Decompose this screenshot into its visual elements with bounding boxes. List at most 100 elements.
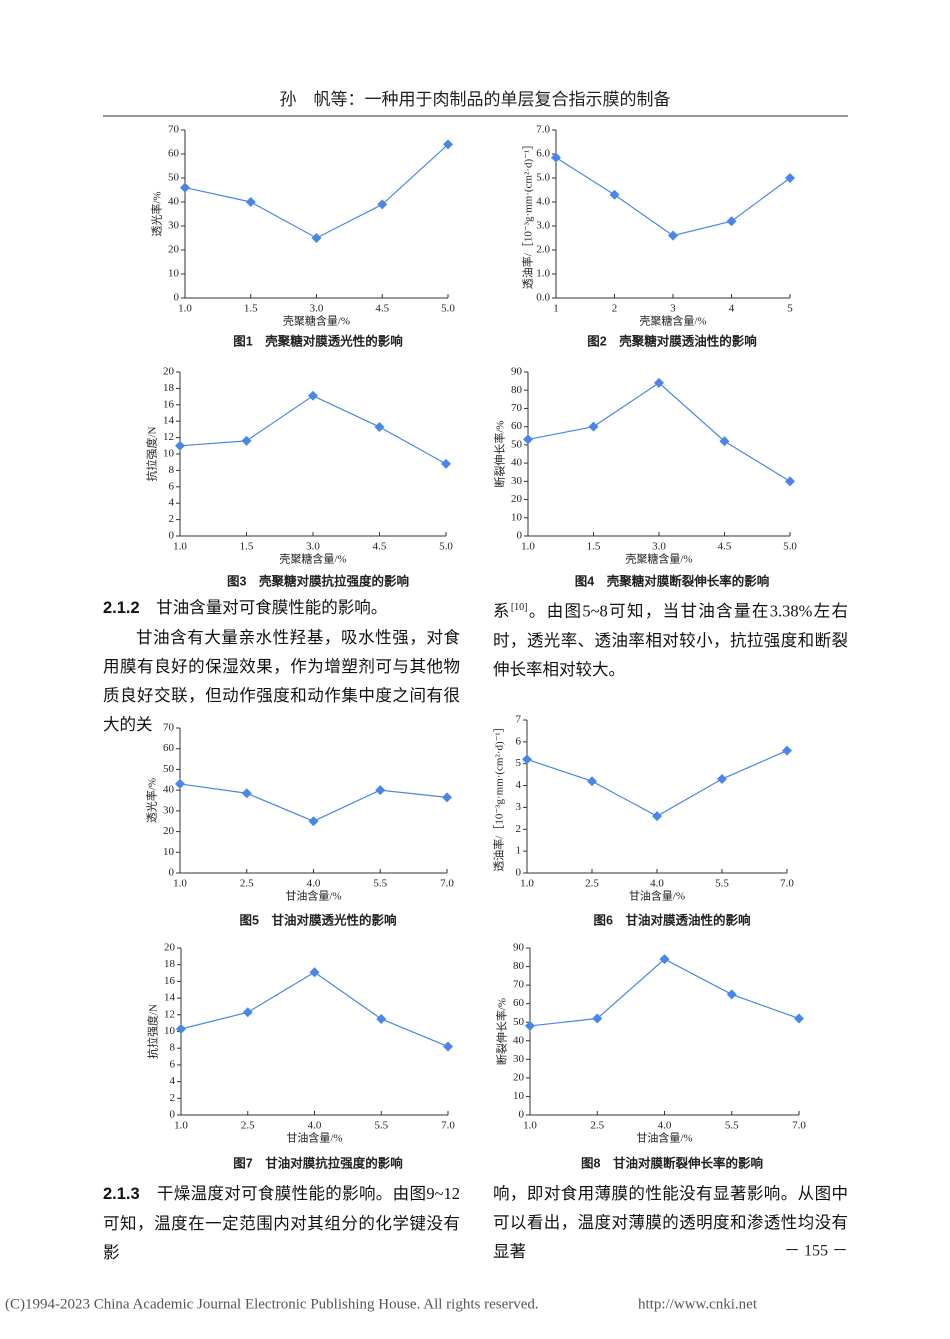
x-tick-label: 1.5 (240, 541, 254, 553)
figure-caption: 图5 甘油对膜透光性的影响 (240, 912, 397, 927)
y-tick-label: 90 (513, 942, 525, 954)
left-column: 2.1.2 甘油含量对可食膜性能的影响。 甘油含有大量亲水性羟基，吸水性强，对食… (103, 593, 460, 739)
citation: [10] (510, 602, 528, 613)
data-point (308, 816, 319, 827)
y-tick-label: 70 (513, 979, 525, 991)
y-tick-label: 20 (168, 244, 180, 256)
y-tick-label: 80 (511, 384, 523, 396)
data-point (245, 197, 256, 207)
y-tick-label: 60 (168, 148, 180, 160)
url: http://www.cnki.net (638, 1296, 758, 1312)
y-tick-label: 8 (169, 464, 175, 476)
section-heading: 2.1.2 甘油含量对可食膜性能的影响。 (103, 593, 460, 623)
y-tick-label: 10 (164, 1025, 176, 1037)
y-tick-label: 0 (169, 530, 175, 542)
y-axis-label: 透光率/% (145, 778, 159, 823)
x-tick-label: 3 (670, 303, 676, 315)
x-tick-label: 2.5 (240, 878, 254, 890)
data-point (242, 1007, 253, 1018)
y-tick-label: 14 (163, 415, 175, 427)
data-point (794, 1013, 804, 1024)
y-tick-label: 18 (163, 382, 175, 394)
x-tick-label: 3.0 (652, 541, 666, 553)
y-tick-label: 6 (170, 1058, 176, 1070)
x-tick-label: 5.0 (439, 541, 453, 553)
y-tick-label: 20 (511, 493, 523, 505)
y-tick-label: 0 (174, 292, 180, 304)
right-column: 响，即对食用薄膜的性能没有显著影响。从图中可以看出，温度对薄膜的透明度和渗透性均… (493, 1179, 848, 1266)
y-tick-label: 1.0 (536, 268, 550, 280)
x-tick-label: 1.0 (521, 541, 535, 553)
y-tick-label: 90 (511, 366, 523, 378)
data-line (180, 971, 449, 1048)
x-tick-label: 5.0 (441, 303, 455, 315)
y-tick-label: 60 (163, 742, 175, 754)
data-point (717, 774, 727, 785)
x-tick-label: 4.0 (650, 878, 664, 890)
data-line (184, 143, 449, 239)
figure-caption: 图2 壳聚糖对膜透油性的影响 (587, 333, 756, 348)
paragraph: 甘油含有大量亲水性羟基，吸水性强，对食用膜有良好的保湿效果，作为增塑剂可与其他物… (103, 628, 460, 734)
x-axis-label: 壳聚糖含量/% (639, 314, 706, 328)
text: 系 (493, 601, 511, 621)
data-point (176, 1023, 186, 1034)
data-line (555, 157, 791, 237)
y-tick-label: 40 (513, 1034, 525, 1046)
y-tick-label: 4 (169, 497, 175, 509)
data-point (375, 785, 386, 796)
right-column: 系[10]。由图5~8可知，当甘油含量在3.38%左右时，透光率、透油率相对较小… (493, 593, 848, 684)
y-axis-label: 透光率/% (150, 191, 164, 236)
x-tick-label: 7.0 (792, 1120, 806, 1132)
data-point (377, 199, 388, 210)
y-tick-label: 20 (513, 1071, 525, 1083)
y-axis-label: 透油率/［10⁻³g·mm·(cm²·d)⁻¹］ (521, 139, 535, 289)
copyright: (C)1994-2023 China Academic Journal Elec… (5, 1296, 539, 1312)
y-tick-label: 4.0 (536, 196, 550, 208)
data-point (175, 778, 185, 789)
data-point (652, 811, 662, 822)
x-tick-label: 2.5 (585, 878, 599, 890)
data-point (376, 1013, 387, 1024)
y-tick-label: 30 (513, 1053, 525, 1065)
x-tick-label: 4.5 (373, 541, 387, 553)
x-axis-label: 甘油含量/% (285, 889, 341, 903)
y-axis-label: 抗拉强度/N (145, 426, 159, 481)
x-tick-label: 1 (553, 303, 559, 315)
y-tick-label: 0 (517, 530, 523, 542)
data-point (522, 754, 532, 765)
y-tick-label: 2 (170, 1092, 176, 1104)
y-tick-label: 60 (513, 997, 525, 1009)
y-tick-label: 0 (516, 867, 522, 879)
y-tick-label: 50 (511, 438, 523, 450)
x-tick-label: 4.5 (375, 303, 389, 315)
x-tick-label: 7.0 (780, 878, 794, 890)
x-tick-label: 4.0 (658, 1120, 672, 1132)
y-tick-label: 6 (516, 735, 522, 747)
y-tick-label: 30 (163, 804, 175, 816)
y-tick-label: 6.0 (536, 148, 550, 160)
x-axis-label: 甘油含量/% (629, 889, 685, 903)
y-tick-label: 4 (170, 1075, 176, 1087)
data-point (609, 189, 620, 200)
paragraph: 干燥温度对可食膜性能的影响。由图9~12可知，温度在一定范围内对其组分的化学键没… (103, 1184, 460, 1262)
x-tick-label: 1.5 (244, 303, 258, 315)
data-point (309, 967, 320, 978)
data-point (442, 792, 452, 803)
x-tick-label: 1.5 (587, 541, 601, 553)
y-tick-label: 5.0 (536, 172, 550, 184)
x-tick-label: 3.0 (306, 541, 320, 553)
y-tick-label: 2.0 (536, 244, 550, 256)
y-tick-label: 0 (519, 1109, 525, 1121)
x-tick-label: 4 (729, 303, 735, 315)
y-tick-label: 2 (169, 513, 175, 525)
y-tick-label: 0 (170, 1109, 176, 1121)
y-axis-label: 抗拉强度/N (146, 1004, 160, 1059)
y-tick-label: 3 (516, 801, 522, 813)
y-tick-label: 7.0 (536, 124, 550, 136)
data-point (443, 139, 453, 150)
data-point (785, 476, 795, 487)
y-tick-label: 16 (163, 398, 175, 410)
x-tick-label: 5.0 (783, 541, 797, 553)
